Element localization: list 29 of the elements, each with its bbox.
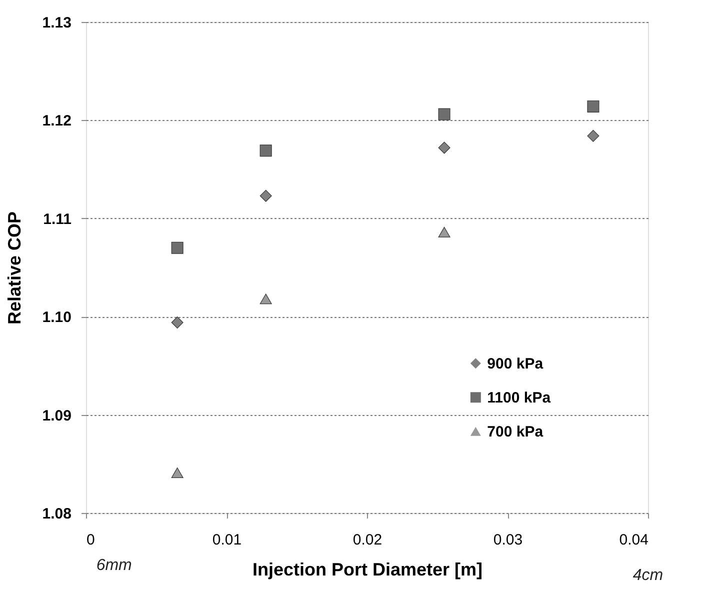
text: 4cm [632,567,664,584]
point [171,468,184,478]
point [260,144,272,157]
x-axis-title: Injection Port Diameter [m] [252,560,483,580]
point [171,316,184,328]
legend-label: 1100 kPa [487,389,552,406]
point [260,294,272,304]
y-axis-title: Relative COP [4,211,24,325]
x-tick-label: 0.02 [352,532,382,548]
legend-label: 700 kPa [487,423,544,440]
point [587,130,600,142]
x-tick-label: 0.03 [493,532,523,548]
x-tick-label: 0 [86,532,95,548]
point [438,108,450,120]
point [438,226,450,238]
y-tick-label: 1.08 [42,506,72,522]
y-tick-label: 1.09 [42,407,72,424]
y-tick-label: 1.11 [43,210,72,228]
legend-label: 900 kPa [487,355,544,372]
x-tick-label: 0.04 [619,532,648,548]
text: 6mm [96,557,132,574]
x-tick-label: 0.01 [212,532,242,548]
point [260,190,272,202]
y-tick-label: 1.13 [42,14,72,32]
y-tick-label: 1.12 [42,112,72,130]
point [171,242,184,254]
point [438,142,450,154]
point [587,100,600,112]
y-tick-label: 1.10 [42,309,72,326]
